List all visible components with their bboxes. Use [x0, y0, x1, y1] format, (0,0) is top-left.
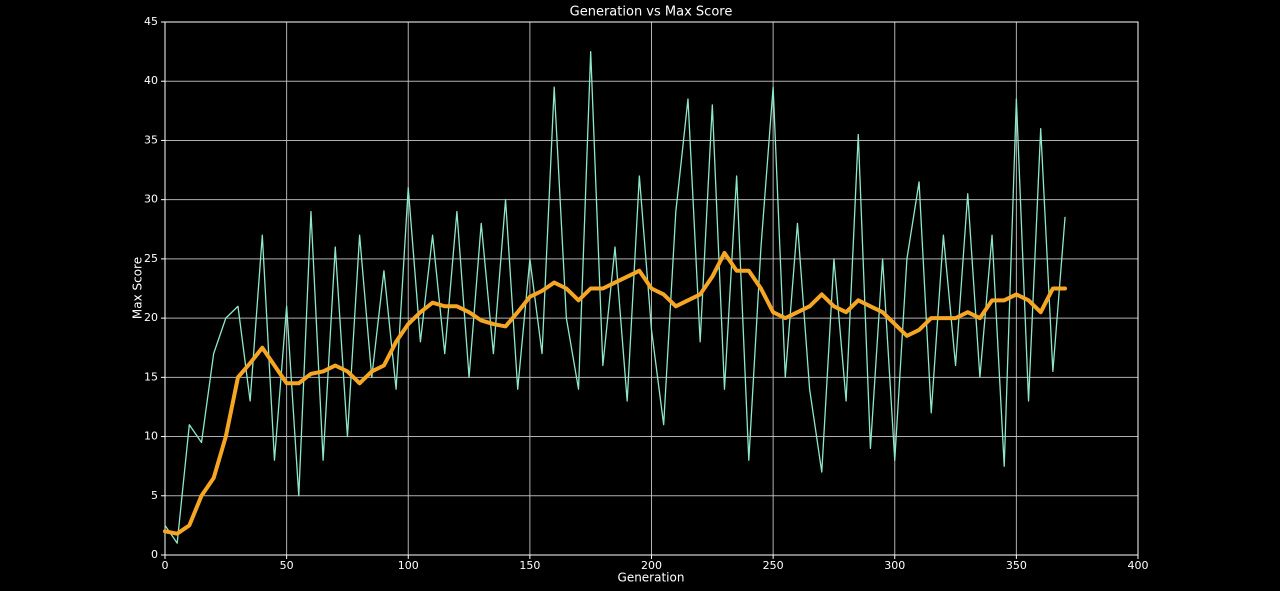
- y-tick-label: 20: [144, 311, 158, 324]
- x-tick-label: 150: [519, 559, 540, 572]
- x-axis-label: Generation: [618, 571, 685, 585]
- y-tick-label: 5: [151, 489, 158, 502]
- y-tick-label: 10: [144, 430, 158, 443]
- y-tick-label: 40: [144, 74, 158, 87]
- x-tick-label: 200: [641, 559, 662, 572]
- y-tick-label: 15: [144, 370, 158, 383]
- data-line: [164, 50, 1066, 544]
- x-tick-label: 250: [763, 559, 784, 572]
- y-tick-label: 35: [144, 133, 158, 146]
- x-tick-label: 0: [162, 559, 169, 572]
- y-tick-label: 0: [151, 548, 158, 561]
- y-tick-label: 25: [144, 252, 158, 265]
- y-axis-label: Max Score: [131, 257, 145, 319]
- x-tick-label: 50: [280, 559, 294, 572]
- chart-title: Generation vs Max Score: [570, 5, 733, 20]
- x-tick-label: 300: [884, 559, 905, 572]
- x-tick-label: 100: [398, 559, 419, 572]
- x-tick-label: 400: [1128, 559, 1149, 572]
- plot-frame: [164, 21, 1139, 556]
- y-tick-label: 30: [144, 193, 158, 206]
- data-line: [163, 250, 1068, 536]
- x-tick-label: 350: [1006, 559, 1027, 572]
- y-tick-label: 45: [144, 15, 158, 28]
